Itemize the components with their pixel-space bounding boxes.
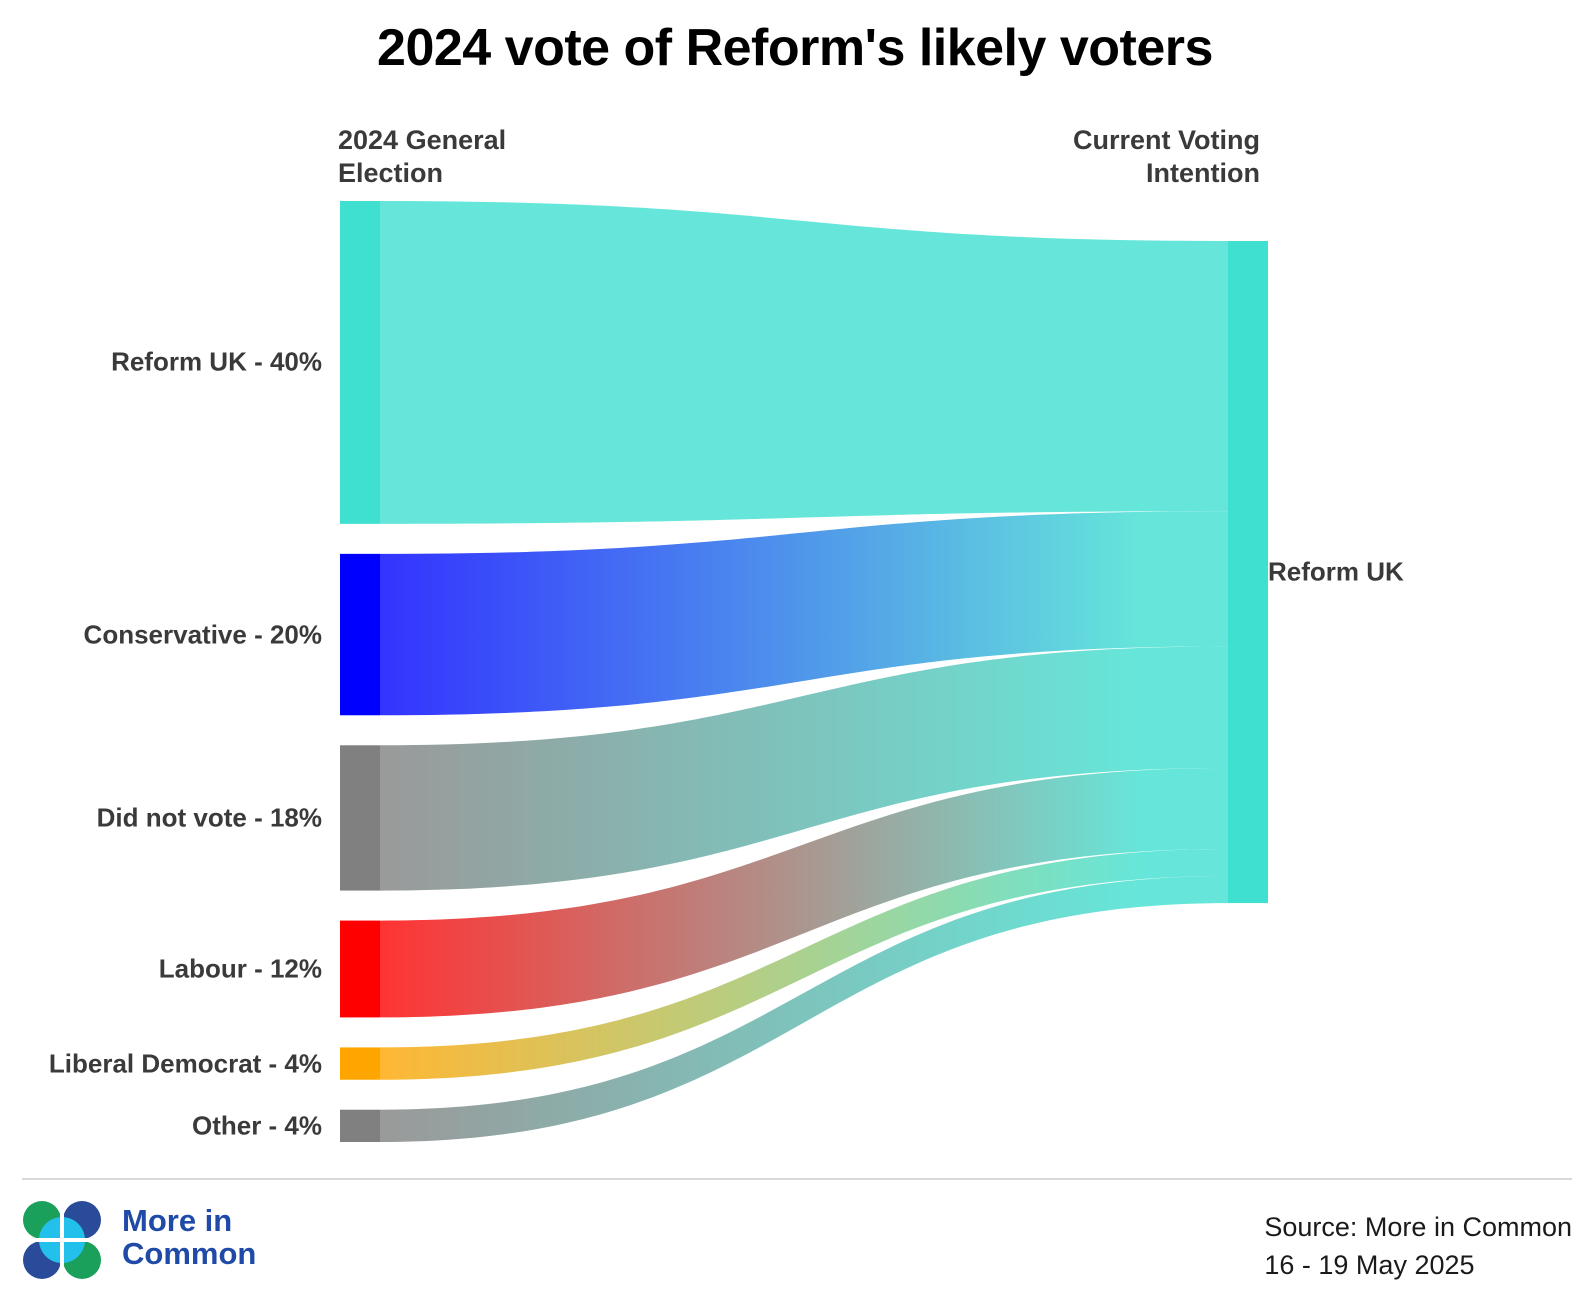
source-label-liberal-democrat: Liberal Democrat - 4% bbox=[48, 1048, 322, 1079]
source-node-conservative bbox=[340, 553, 380, 716]
source-node-liberal-democrat bbox=[340, 1047, 380, 1080]
target-column-heading: Current Voting Intention bbox=[960, 124, 1260, 190]
source-note-dates: 16 - 19 May 2025 bbox=[1264, 1250, 1475, 1280]
source-note-line1: Source: More in Common bbox=[1264, 1212, 1572, 1242]
flow-other-to-reform-uk bbox=[380, 876, 1228, 1142]
source-label-other: Other - 4% bbox=[191, 1110, 322, 1141]
source-node-labour bbox=[340, 920, 380, 1018]
source-label-conservative: Conservative - 20% bbox=[83, 619, 322, 650]
nodes-layer bbox=[340, 201, 1268, 1142]
target-node-label: Reform UK bbox=[1268, 556, 1404, 587]
flow-liberal-democrat-to-reform-uk bbox=[380, 849, 1228, 1080]
brand-name-line2: Common bbox=[122, 1236, 257, 1271]
chart-title: 2024 vote of Reform's likely voters bbox=[377, 19, 1213, 77]
source-node-did-not-vote bbox=[340, 745, 380, 891]
brand-name-line1: More in bbox=[122, 1203, 233, 1238]
source-label-did-not-vote: Did not vote - 18% bbox=[96, 802, 322, 833]
flow-conservative-to-reform-uk bbox=[380, 511, 1228, 716]
flow-labour-to-reform-uk bbox=[380, 767, 1228, 1018]
source-label-labour: Labour - 12% bbox=[158, 953, 322, 984]
flow-did-not-vote-to-reform-uk bbox=[380, 646, 1228, 891]
target-column-heading-line1: Current Voting bbox=[1073, 125, 1260, 155]
target-node-reform-uk bbox=[1228, 241, 1268, 904]
source-node-reform-uk bbox=[340, 201, 380, 524]
source-label-reform-uk: Reform UK - 40% bbox=[111, 346, 322, 377]
source-column-heading: 2024 General Election bbox=[338, 124, 506, 190]
source-node-other bbox=[340, 1109, 380, 1142]
links-layer bbox=[380, 201, 1228, 1142]
sankey-chart bbox=[340, 201, 1268, 1142]
source-note: Source: More in Common 16 - 19 May 2025 bbox=[1264, 1208, 1572, 1284]
flow-reform-uk-to-reform-uk bbox=[380, 201, 1228, 524]
brand-name: More in Common bbox=[122, 1204, 256, 1270]
target-column-heading-line2: Intention bbox=[1146, 158, 1260, 188]
footer-divider bbox=[22, 1178, 1572, 1180]
source-column-heading-line1: 2024 General bbox=[338, 125, 507, 155]
source-column-heading-line2: Election bbox=[338, 158, 444, 188]
more-in-common-logo-icon bbox=[22, 1200, 102, 1280]
